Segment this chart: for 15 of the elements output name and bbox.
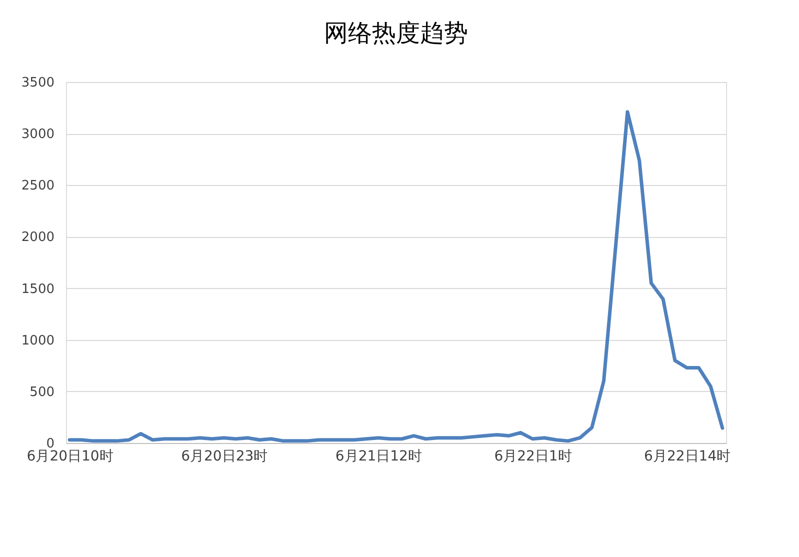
x-tick-label: 6月22日14时 bbox=[644, 448, 731, 464]
y-tick-label: 1000 bbox=[21, 333, 54, 348]
y-tick-label: 1500 bbox=[21, 282, 54, 297]
y-tick-label: 3500 bbox=[21, 76, 54, 90]
y-tick-label: 500 bbox=[30, 384, 54, 400]
x-tick-label: 6月20日23时 bbox=[181, 448, 268, 464]
x-tick-label: 6月21日12时 bbox=[335, 448, 422, 464]
y-tick-label: 2000 bbox=[21, 230, 54, 246]
y-tick-label: 3000 bbox=[21, 127, 54, 142]
x-tick-label: 6月20日10时 bbox=[26, 448, 114, 464]
x-tick-label: 6月22日1时 bbox=[494, 448, 572, 464]
y-tick-label: 0 bbox=[46, 436, 54, 452]
y-tick-label: 2500 bbox=[21, 178, 54, 194]
chart-title: 网络热度趋势 bbox=[324, 19, 468, 47]
line-series bbox=[68, 110, 724, 443]
